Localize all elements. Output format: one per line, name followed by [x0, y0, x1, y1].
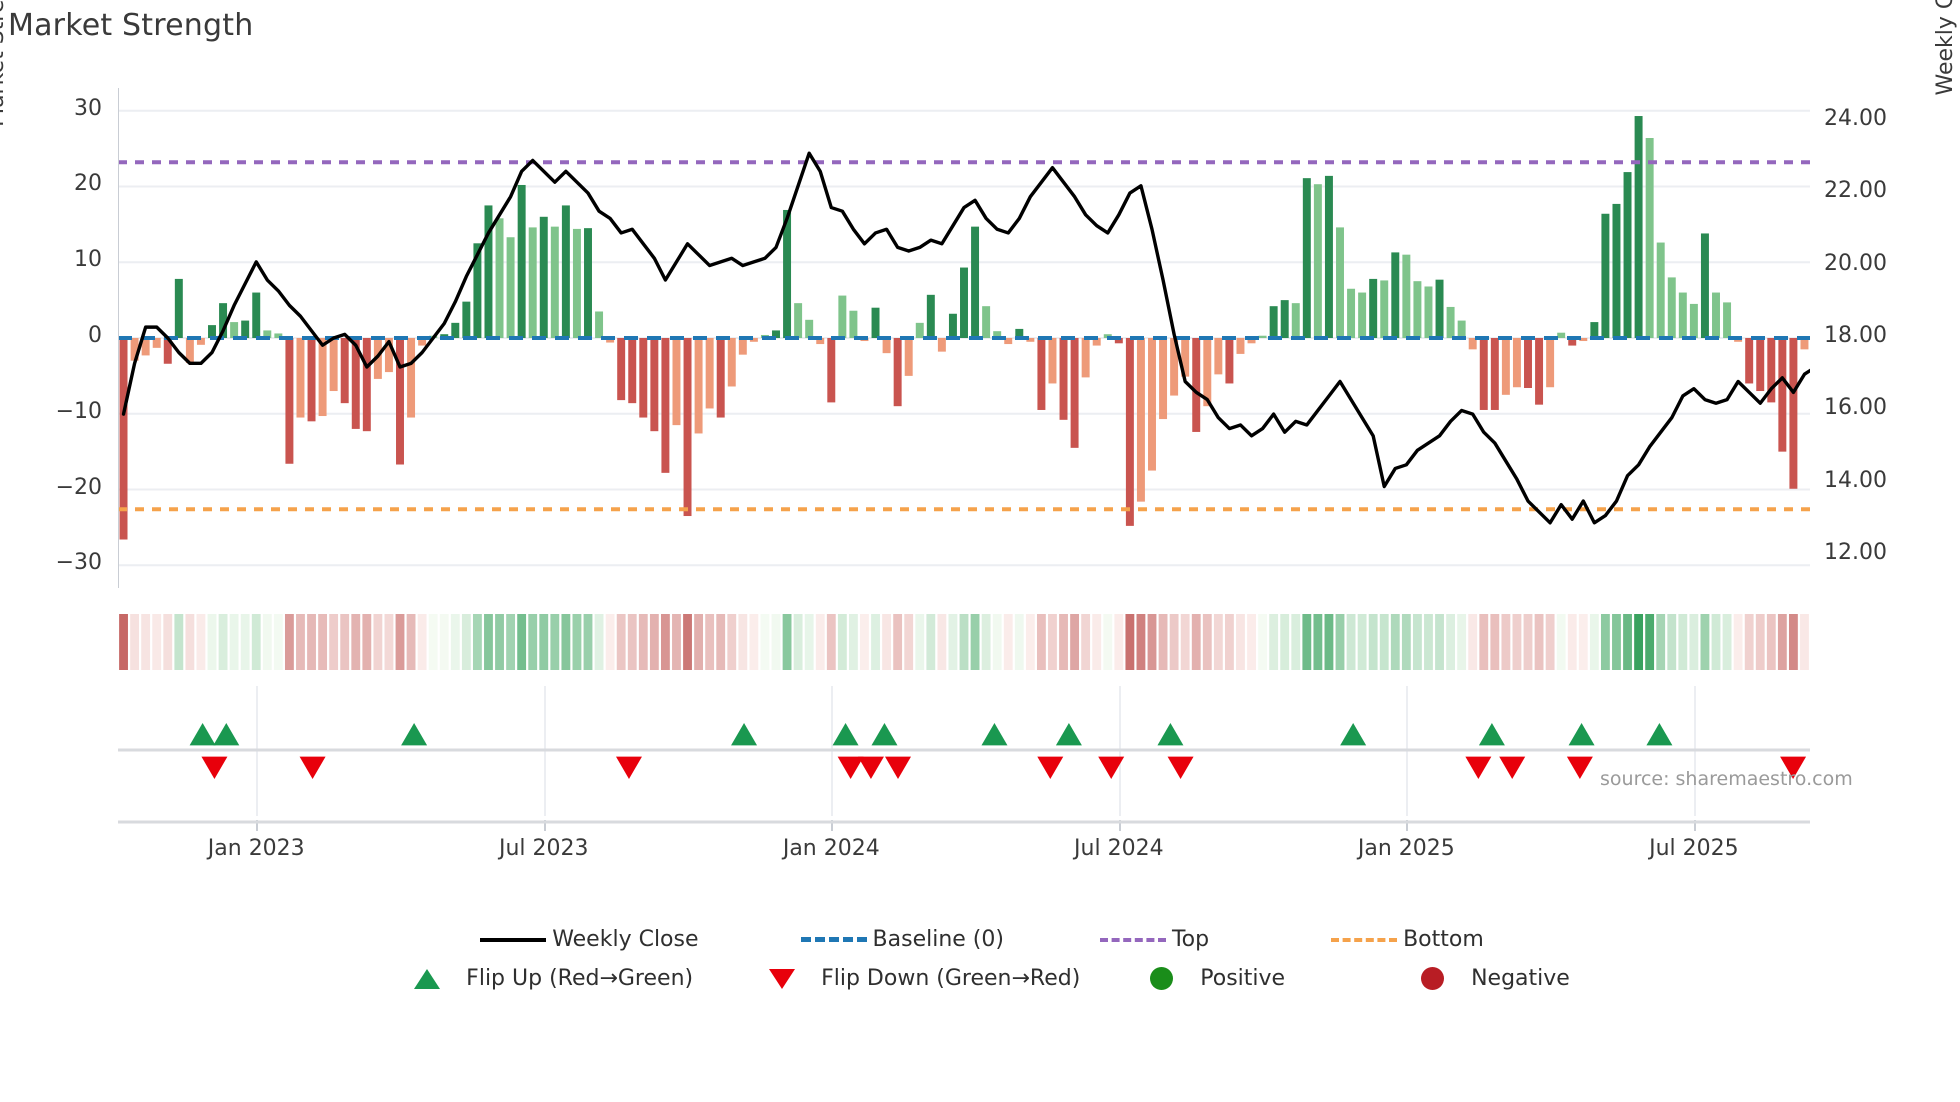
y2-tick-label: 16.00 — [1824, 395, 1887, 421]
flip-marker-panel — [118, 686, 1810, 816]
x-tick-mark — [1693, 820, 1696, 831]
legend-row-markers: Flip Up (Red→Green) Flip Down (Green→Red)… — [0, 959, 1960, 998]
legend-item-label: Flip Down (Green→Red) — [821, 966, 1081, 991]
page-title: Market Strength — [8, 8, 254, 43]
legend-item[interactable]: Positive — [1124, 966, 1285, 991]
x-tick-mark — [1406, 820, 1409, 831]
legend-item-label: Positive — [1200, 966, 1286, 991]
y-tick-label: 20 — [74, 171, 102, 197]
dotted-line-icon — [1327, 937, 1401, 942]
legend-item[interactable]: Top — [1096, 927, 1209, 952]
y2-tick-label: 12.00 — [1824, 540, 1887, 566]
legend-item[interactable]: Bottom — [1327, 927, 1484, 952]
x-tick-mark — [1118, 820, 1121, 831]
x-tick-label: Jul 2024 — [1074, 836, 1164, 861]
x-axis-line — [118, 816, 1810, 830]
x-tick-label: Jan 2025 — [1357, 836, 1455, 861]
legend-glyph-shape — [800, 937, 867, 942]
x-tick-label: Jan 2023 — [207, 836, 305, 861]
y2-tick-label: 22.00 — [1824, 178, 1887, 204]
legend-glyph-shape — [414, 968, 441, 989]
chart-legend: Weekly Close Baseline (0) Top Bottom Flip U… — [0, 920, 1960, 998]
legend-row-primary: Weekly Close Baseline (0) Top Bottom — [0, 920, 1960, 959]
x-tick-mark — [831, 820, 834, 831]
y-tick-label: 30 — [74, 95, 102, 121]
legend-item-label: Flip Up (Red→Green) — [466, 966, 694, 991]
y-tick-label: −30 — [55, 550, 102, 576]
legend-glyph-shape — [1099, 937, 1166, 942]
x-tick-mark — [256, 820, 259, 831]
solid-line-icon — [476, 937, 550, 942]
dashed-line-icon — [797, 937, 871, 942]
y2-tick-label: 20.00 — [1824, 250, 1887, 276]
y-tick-label: 0 — [88, 323, 102, 348]
circle-marker-icon — [1395, 967, 1469, 990]
y-tick-label: −20 — [55, 474, 102, 500]
main-plot-area — [118, 88, 1810, 588]
legend-glyph-shape — [769, 968, 796, 989]
x-tick-label: Jul 2023 — [498, 836, 589, 861]
source-attribution: source: sharemaestro.com — [1600, 768, 1853, 790]
y2-tick-label: 14.00 — [1824, 467, 1887, 493]
legend-glyph-shape — [1149, 967, 1173, 990]
legend-glyph-shape — [1331, 937, 1398, 942]
legend-item-label: Weekly Close — [552, 927, 699, 952]
legend-item[interactable]: Negative — [1395, 966, 1570, 991]
dotted-line-icon — [1096, 937, 1170, 942]
triangle-up-icon — [390, 968, 464, 989]
legend-item[interactable]: Flip Down (Green→Red) — [745, 966, 1080, 991]
triangle-down-icon — [745, 968, 819, 989]
legend-item[interactable]: Weekly Close — [476, 927, 699, 952]
legend-item-label: Baseline (0) — [872, 927, 1004, 952]
y-axis-left-label: Market Strength — [0, 0, 9, 127]
y2-tick-label: 18.00 — [1824, 323, 1887, 348]
strength-bars-and-close-line — [118, 88, 1810, 588]
legend-item-label: Bottom — [1403, 927, 1484, 952]
y-axis-right-label: Weekly Close Price — [1933, 0, 1958, 172]
legend-glyph-shape — [480, 937, 547, 942]
x-tick-label: Jul 2025 — [1649, 836, 1739, 861]
x-tick-label: Jan 2024 — [782, 836, 880, 861]
strength-heat-strip — [118, 612, 1810, 672]
y-tick-label: 10 — [74, 247, 102, 273]
y2-tick-label: 24.00 — [1824, 105, 1887, 131]
legend-glyph-shape — [1420, 967, 1444, 990]
circle-marker-icon — [1124, 967, 1198, 990]
legend-item-label: Top — [1171, 927, 1210, 952]
legend-item[interactable]: Baseline (0) — [797, 927, 1004, 952]
x-tick-mark — [543, 820, 546, 831]
legend-item[interactable]: Flip Up (Red→Green) — [390, 966, 693, 991]
legend-item-label: Negative — [1471, 966, 1570, 991]
y-tick-label: −10 — [55, 398, 102, 424]
